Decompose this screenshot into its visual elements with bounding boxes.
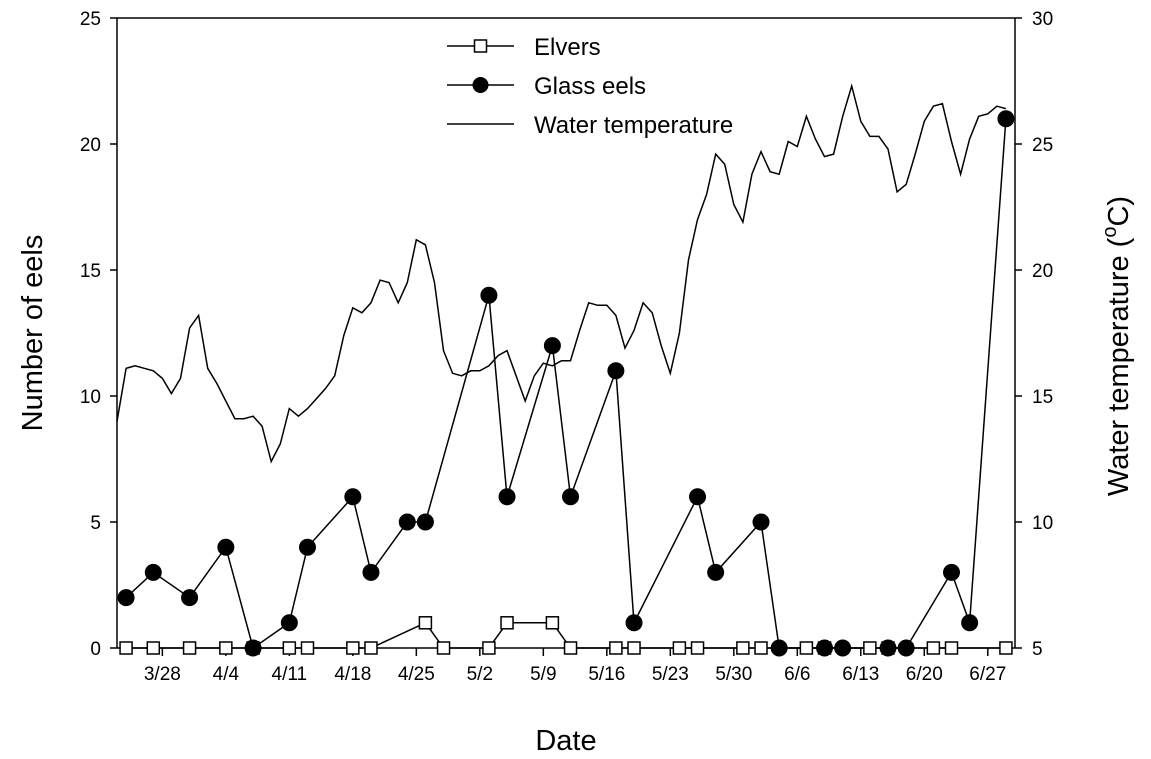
elvers-point bbox=[364, 641, 378, 655]
elvers-point bbox=[545, 616, 560, 630]
elvers-point bbox=[300, 641, 315, 655]
legend-elvers-label: Elvers bbox=[534, 34, 601, 61]
elvers-point bbox=[799, 641, 814, 655]
glass-eels-point bbox=[897, 639, 915, 657]
legend-glass-eels-label: Glass eels bbox=[534, 73, 646, 100]
glass-eels-point bbox=[943, 563, 961, 581]
glass-eels-point bbox=[362, 563, 380, 581]
glass-eels-point bbox=[770, 639, 788, 657]
glass-eels-point bbox=[752, 513, 770, 531]
legend: Elvers Glass eels Water temperature bbox=[447, 34, 733, 139]
x-tick-label: 6/6 bbox=[784, 664, 810, 685]
elvers-point bbox=[926, 641, 941, 655]
x-ticks: 3/28 4/4 4/11 4/18 4/25 5/2 5/9 5/16 5/23 5/30 6/6… bbox=[144, 648, 1006, 685]
elvers-point bbox=[609, 641, 623, 655]
elvers-point bbox=[563, 641, 578, 655]
glass-eels-point bbox=[244, 639, 262, 657]
legend-glass-eels-marker bbox=[472, 77, 489, 93]
glass-eels-point bbox=[816, 639, 834, 657]
glass-eels-point bbox=[879, 639, 897, 657]
x-tick-label: 4/4 bbox=[213, 664, 240, 685]
right-y-axis-title-end: C) bbox=[1103, 196, 1135, 227]
glass-eels-point bbox=[607, 362, 625, 380]
elvers-point bbox=[999, 641, 1013, 655]
left-tick-label: 10 bbox=[80, 387, 101, 408]
left-y-axis-title: Number of eels bbox=[17, 235, 49, 432]
left-tick-label: 25 bbox=[80, 9, 101, 30]
glass-eels-point bbox=[217, 538, 235, 556]
legend-elvers-marker bbox=[473, 39, 488, 53]
right-y-ticks: 5 10 15 20 25 30 bbox=[1015, 9, 1053, 660]
elvers-point bbox=[863, 641, 877, 655]
elvers-point bbox=[754, 641, 768, 655]
x-tick-label: 6/27 bbox=[969, 664, 1006, 685]
x-tick-label: 4/18 bbox=[334, 664, 371, 685]
x-tick-label: 5/23 bbox=[652, 664, 689, 685]
left-tick-label: 0 bbox=[90, 639, 101, 660]
glass-eels-point bbox=[144, 563, 162, 581]
legend-water-temperature-label: Water temperature bbox=[534, 112, 733, 139]
right-y-axis-title-main: Water temperature ( bbox=[1103, 237, 1135, 496]
left-tick-label: 5 bbox=[90, 513, 101, 534]
glass-eels-point bbox=[997, 110, 1015, 128]
glass-eels-point bbox=[398, 513, 416, 531]
glass-eels-point bbox=[543, 337, 561, 355]
elvers-point bbox=[672, 641, 687, 655]
series-layer bbox=[116, 83, 1015, 657]
elvers-point bbox=[500, 616, 514, 630]
left-tick-label: 15 bbox=[80, 261, 101, 282]
glass-eels-point bbox=[117, 589, 135, 607]
glass-eels-point bbox=[344, 488, 362, 506]
x-tick-label: 5/2 bbox=[467, 664, 493, 685]
elvers-point bbox=[482, 641, 496, 655]
right-tick-label: 20 bbox=[1032, 261, 1053, 282]
x-tick-label: 6/13 bbox=[842, 664, 879, 685]
elvers-point bbox=[944, 641, 959, 655]
elvers-point bbox=[690, 641, 705, 655]
glass-eels-point bbox=[562, 488, 580, 506]
elvers-point bbox=[436, 641, 451, 655]
glass-eels-point bbox=[707, 563, 725, 581]
x-tick-label: 5/30 bbox=[715, 664, 752, 685]
elvers-point bbox=[119, 641, 133, 655]
glass-eels-point bbox=[280, 614, 298, 632]
glass-eels-line bbox=[125, 118, 1007, 650]
glass-eels-point bbox=[498, 488, 516, 506]
right-tick-label: 5 bbox=[1032, 639, 1043, 660]
x-axis-title: Date bbox=[535, 725, 596, 757]
elvers-point bbox=[346, 641, 360, 655]
glass-eels-point bbox=[689, 488, 707, 506]
elvers-point bbox=[282, 641, 297, 655]
elvers-point bbox=[418, 616, 433, 630]
x-tick-label: 5/16 bbox=[588, 664, 625, 685]
water-temperature-line bbox=[116, 83, 1007, 464]
glass-eels-point bbox=[625, 614, 643, 632]
glass-eels-point bbox=[181, 589, 199, 607]
glass-eels-point bbox=[961, 614, 979, 632]
left-y-ticks: 0 5 10 15 20 25 bbox=[80, 9, 117, 660]
glass-eels-point bbox=[298, 538, 316, 556]
x-tick-label: 4/25 bbox=[398, 664, 435, 685]
glass-eels-point bbox=[480, 286, 498, 304]
x-tick-label: 3/28 bbox=[144, 664, 181, 685]
x-tick-label: 6/20 bbox=[906, 664, 943, 685]
left-tick-label: 20 bbox=[80, 135, 101, 156]
right-tick-label: 30 bbox=[1032, 9, 1053, 30]
right-tick-label: 25 bbox=[1032, 135, 1053, 156]
glass-eels-point bbox=[416, 513, 434, 531]
glass-eels-point bbox=[834, 639, 852, 657]
elvers-point bbox=[182, 641, 197, 655]
right-tick-label: 10 bbox=[1032, 513, 1053, 534]
right-tick-label: 15 bbox=[1032, 387, 1053, 408]
x-tick-label: 4/11 bbox=[272, 664, 308, 685]
elvers-point bbox=[146, 641, 161, 655]
right-y-axis-title: Water temperature (oC) bbox=[1099, 196, 1135, 496]
elvers-point bbox=[736, 641, 750, 655]
elvers-point bbox=[219, 641, 233, 655]
right-y-axis-title-superscript: o bbox=[1099, 227, 1121, 238]
x-tick-label: 5/9 bbox=[530, 664, 556, 685]
elvers-point bbox=[627, 641, 641, 655]
